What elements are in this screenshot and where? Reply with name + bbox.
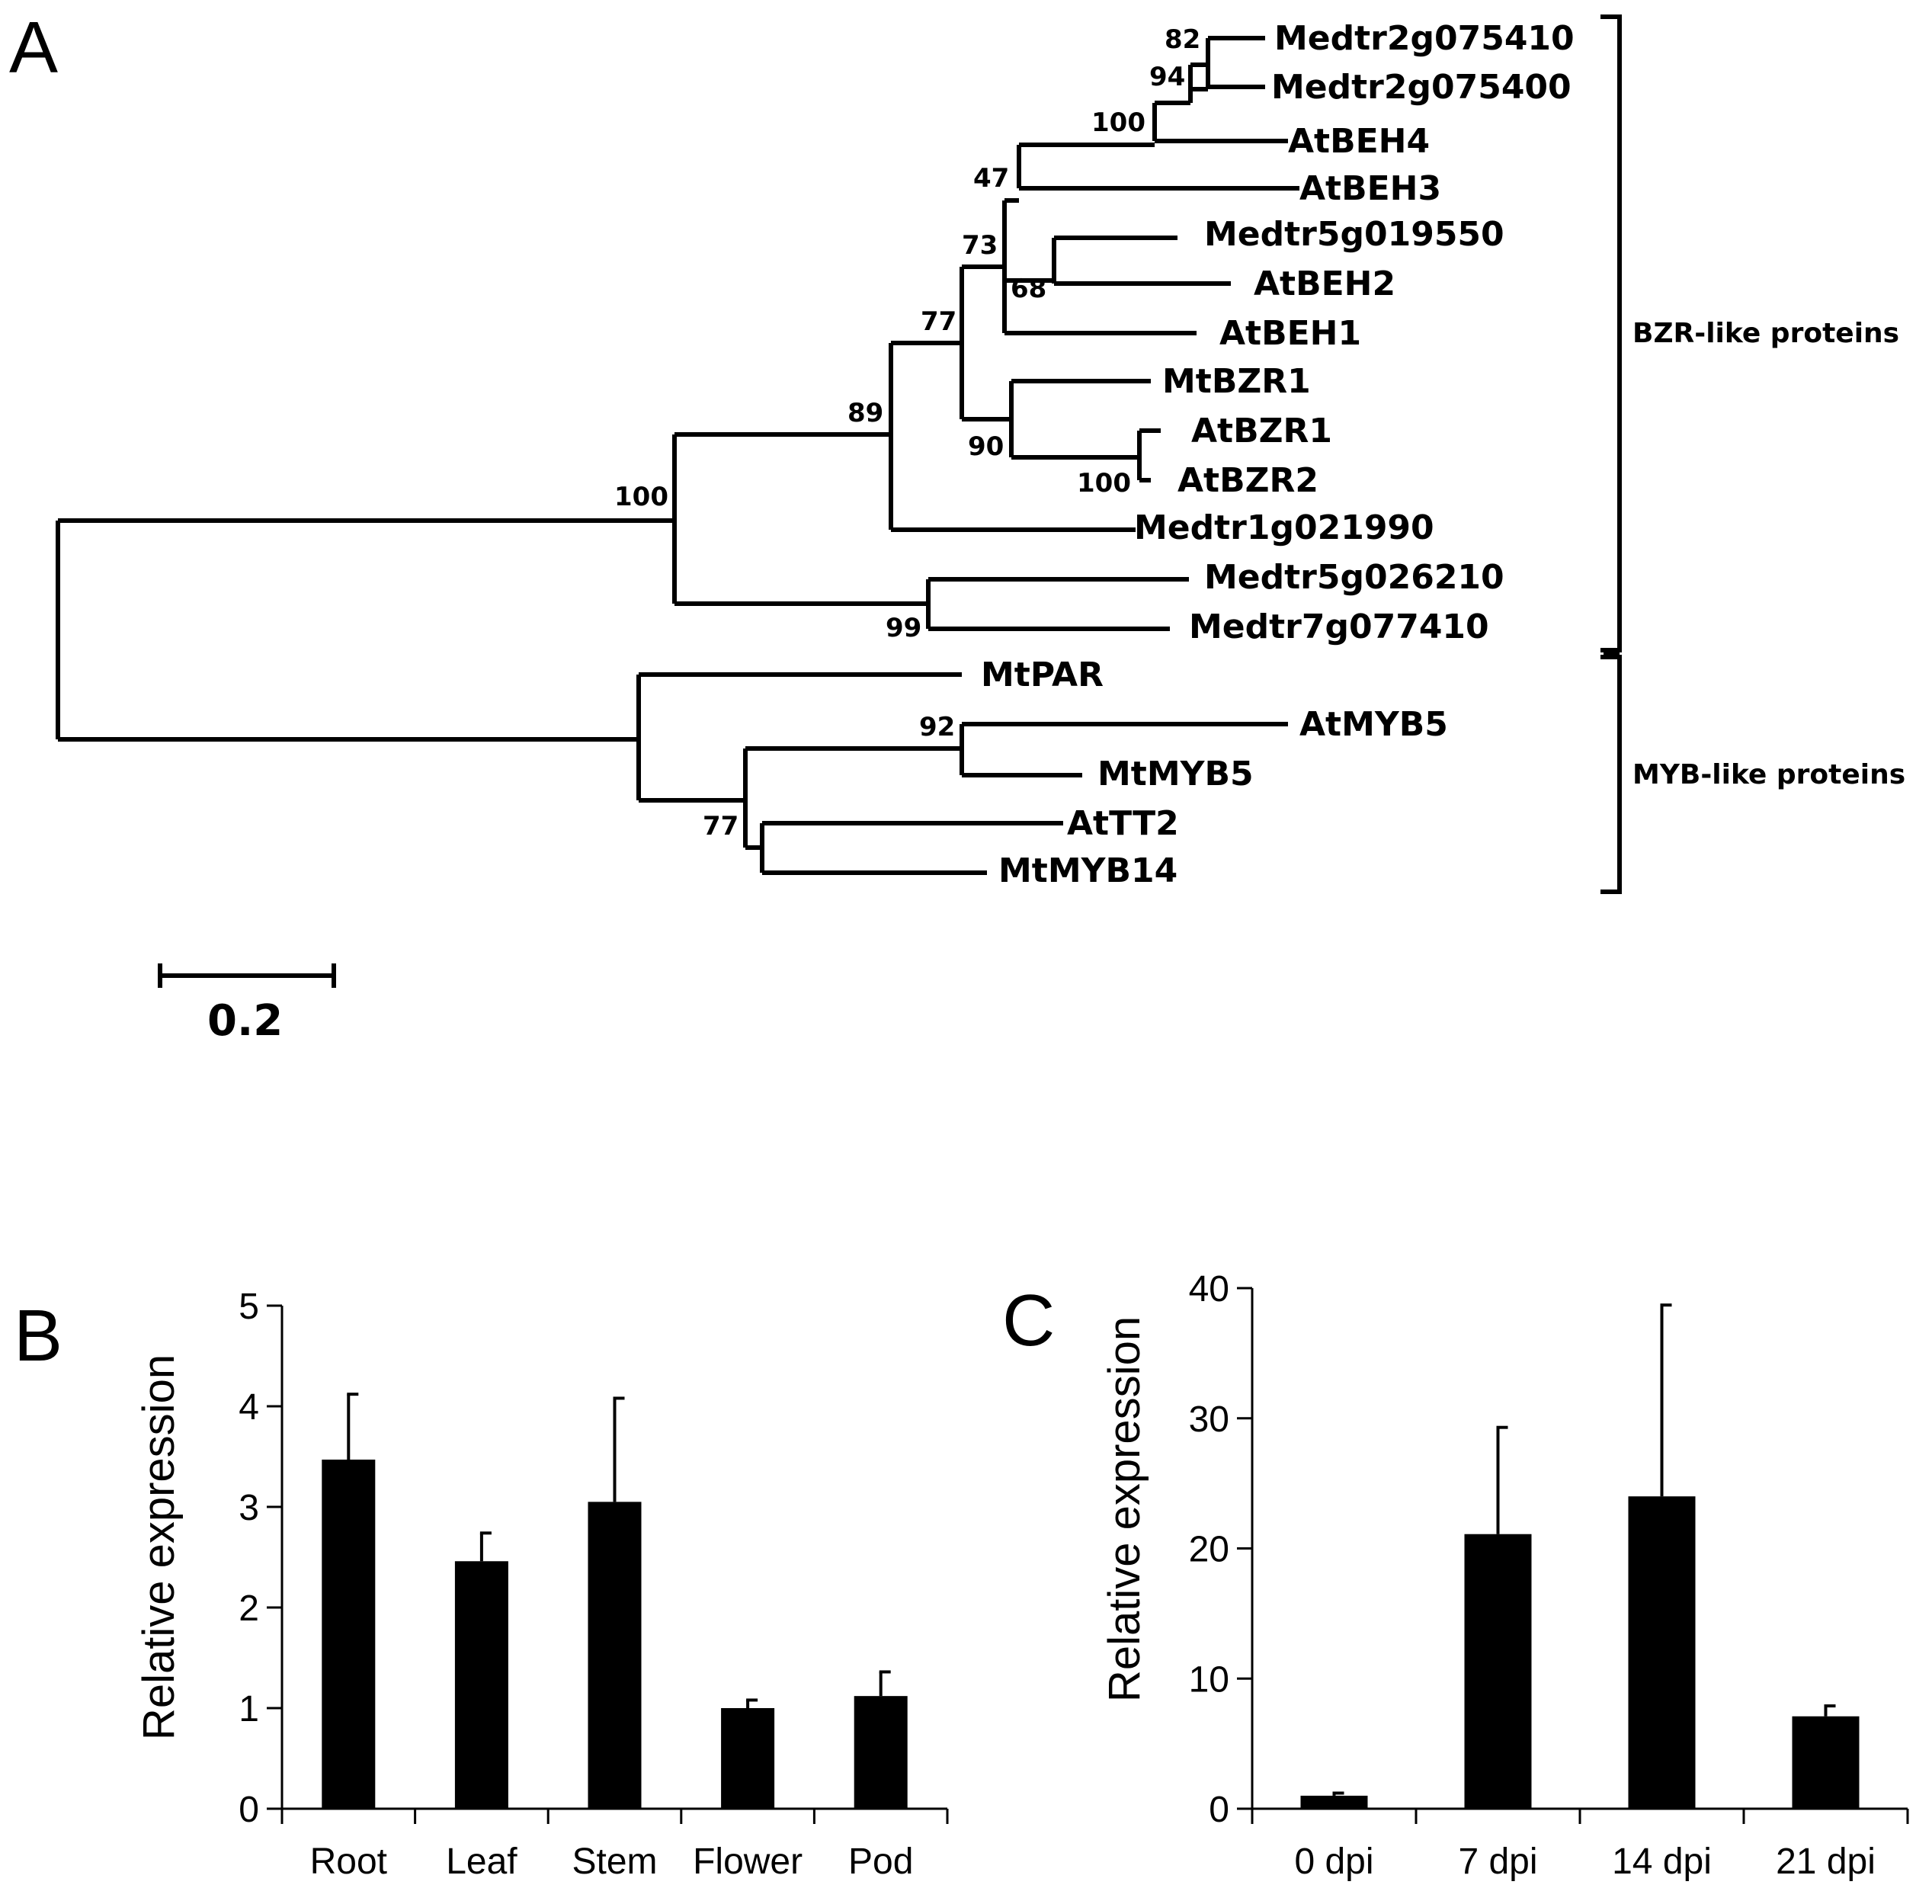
- y-tick-label: 20: [1189, 1530, 1229, 1570]
- bootstrap-value: 47: [973, 163, 1009, 194]
- bar: [854, 1696, 908, 1809]
- leaf-label: Medtr2g075410: [1274, 19, 1575, 58]
- leaf-label: Medtr5g026210: [1204, 558, 1504, 597]
- leaf-label: AtBEH3: [1299, 169, 1441, 208]
- bootstrap-value: 100: [1077, 468, 1131, 498]
- bootstrap-value: 77: [921, 306, 956, 337]
- y-tick-label: 1: [239, 1689, 259, 1729]
- bar: [588, 1502, 642, 1809]
- chart-c-timecourse-expression: Relative expression 0 10 20 30 40 0 dpi 7 dpi 1…: [1100, 1269, 1909, 1882]
- bootstrap-value: 99: [886, 613, 921, 643]
- leaf-label: Medtr1g021990: [1134, 508, 1434, 547]
- x-tick-label: Pod: [848, 1841, 913, 1882]
- panel-letter-a: A: [9, 7, 58, 88]
- bootstrap-value: 100: [1091, 107, 1145, 138]
- leaf-label: MtMYB14: [998, 851, 1177, 890]
- x-tick-label: Stem: [572, 1841, 657, 1882]
- bootstrap-value: 73: [962, 230, 998, 261]
- bar: [454, 1561, 508, 1809]
- y-tick-label: 0: [1209, 1790, 1229, 1830]
- x-tick-label: Flower: [693, 1841, 803, 1882]
- leaf-label: MtBZR1: [1162, 362, 1311, 401]
- bar: [1464, 1534, 1532, 1809]
- bar: [1300, 1795, 1368, 1809]
- leaf-label: AtBEH4: [1288, 122, 1430, 161]
- clade-bracket-myb: [1600, 655, 1622, 894]
- bootstrap-value: 68: [1011, 274, 1046, 304]
- clade-label-bzr: BZR-like proteins: [1632, 318, 1899, 349]
- bootstrap-value: 82: [1165, 24, 1200, 55]
- bootstrap-value: 77: [703, 811, 739, 841]
- scale-bar: [158, 963, 336, 988]
- scale-bar-label: 0.2: [207, 996, 283, 1046]
- leaf-label: AtBZR2: [1177, 461, 1318, 500]
- leaf-label: Medtr2g075400: [1271, 68, 1572, 107]
- bootstrap-value: 94: [1149, 62, 1185, 92]
- y-tick-label: 5: [239, 1287, 259, 1327]
- x-tick-label: 7 dpi: [1458, 1841, 1537, 1882]
- x-tick-label: 14 dpi: [1612, 1841, 1712, 1882]
- chart-c-ylabel: Relative expression: [1100, 1316, 1149, 1702]
- panel-letter-b: B: [14, 1295, 62, 1377]
- leaf-label: AtBEH2: [1254, 264, 1395, 303]
- leaf-label: Medtr5g019550: [1204, 215, 1504, 254]
- x-tick-label: Root: [310, 1841, 387, 1882]
- leaf-label: AtTT2: [1067, 804, 1179, 843]
- panel-letter-c: C: [1002, 1280, 1055, 1361]
- leaf-label: AtMYB5: [1299, 705, 1448, 744]
- y-tick-label: 4: [239, 1387, 259, 1428]
- y-tick-label: 30: [1189, 1399, 1229, 1440]
- chart-b-ylabel: Relative expression: [134, 1354, 184, 1740]
- y-tick-label: 3: [239, 1488, 259, 1528]
- bar: [1792, 1716, 1860, 1809]
- y-tick-label: 2: [239, 1588, 259, 1629]
- clade-bracket-bzr: [1600, 14, 1622, 652]
- clade-bracket-junction: [1604, 648, 1620, 659]
- bar: [1628, 1496, 1696, 1809]
- clade-label-myb: MYB-like proteins: [1632, 759, 1905, 790]
- bootstrap-value: 89: [847, 398, 883, 428]
- leaf-label: AtBEH1: [1219, 314, 1361, 353]
- bar: [721, 1708, 775, 1809]
- bootstrap-value: 92: [919, 712, 955, 742]
- x-tick-label: 21 dpi: [1776, 1841, 1876, 1882]
- x-tick-label: Leaf: [446, 1841, 517, 1882]
- bootstrap-value: 100: [614, 482, 668, 512]
- chart-b-tissue-expression: Relative expression 0 1 2 3 4 5 Root Leaf Stem Fl…: [134, 1287, 949, 1882]
- y-tick-label: 10: [1189, 1659, 1229, 1700]
- leaf-label: MtPAR: [981, 656, 1104, 694]
- bar: [322, 1459, 376, 1809]
- y-tick-label: 40: [1189, 1269, 1229, 1309]
- y-tick-label: 0: [239, 1790, 259, 1830]
- x-tick-label: 0 dpi: [1294, 1841, 1373, 1882]
- leaf-label: Medtr7g077410: [1189, 607, 1489, 646]
- leaf-label: MtMYB5: [1097, 755, 1254, 793]
- bootstrap-value: 90: [968, 431, 1004, 462]
- leaf-label: AtBZR1: [1191, 412, 1332, 450]
- phylogenetic-tree: Medtr2g075410 Medtr2g075400 AtBEH4 AtBEH…: [56, 14, 1905, 1046]
